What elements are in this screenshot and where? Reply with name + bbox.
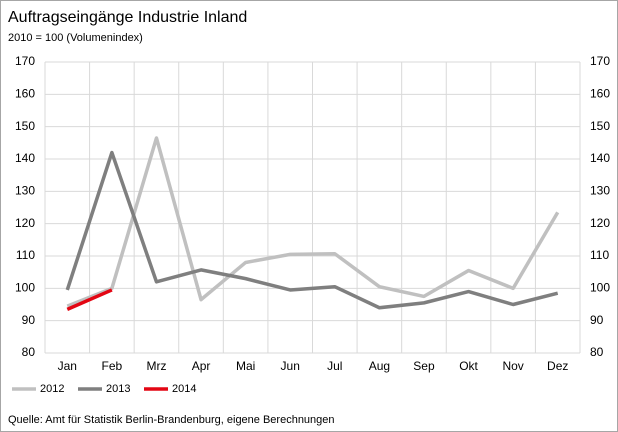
x-tick-label: Nov <box>502 359 523 373</box>
y2-tick-label: 150 <box>590 119 610 133</box>
x-tick-label: Jun <box>281 359 300 373</box>
x-tick-label: Mai <box>236 359 255 373</box>
series-line <box>65 150 559 310</box>
y-tick-label: 140 <box>15 151 35 165</box>
y2-tick-label: 80 <box>590 345 604 359</box>
y2-tick-label: 170 <box>590 54 610 68</box>
x-tick-label: Feb <box>102 359 123 373</box>
legend-label: 2014 <box>172 383 196 395</box>
y-tick-label: 160 <box>15 87 35 101</box>
y-tick-label: 130 <box>15 184 35 198</box>
y-tick-label: 80 <box>22 345 36 359</box>
y2-tick-label: 110 <box>590 248 609 262</box>
source-note: Quelle: Amt für Statistik Berlin-Branden… <box>8 414 335 426</box>
legend-label: 2013 <box>106 383 130 395</box>
y-tick-label: 150 <box>15 119 35 133</box>
y2-tick-label: 120 <box>590 216 610 230</box>
x-tick-label: Dez <box>547 359 568 373</box>
x-tick-label: Jul <box>327 359 342 373</box>
y-tick-label: 90 <box>22 313 36 327</box>
series-line <box>66 136 560 308</box>
y-tick-label: 120 <box>15 216 35 230</box>
chart-subtitle: 2010 = 100 (Volumenindex) <box>8 32 143 44</box>
y-tick-label: 100 <box>15 281 35 295</box>
y2-tick-label: 130 <box>590 184 610 198</box>
y-tick-label: 170 <box>15 54 35 68</box>
x-tick-label: Sep <box>413 359 435 373</box>
y2-tick-label: 90 <box>590 313 604 327</box>
legend-label: 2012 <box>40 383 64 395</box>
x-tick-label: Apr <box>192 359 211 373</box>
y2-tick-label: 160 <box>590 87 610 101</box>
chart-title: Auftragseingänge Industrie Inland <box>8 9 247 26</box>
y2-tick-label: 100 <box>590 281 610 295</box>
x-tick-label: Jan <box>58 359 77 373</box>
y-tick-label: 110 <box>16 248 35 262</box>
x-tick-label: Okt <box>459 359 478 373</box>
y2-tick-label: 140 <box>590 151 610 165</box>
x-tick-label: Aug <box>369 359 390 373</box>
x-tick-label: Mrz <box>146 359 166 373</box>
series-line <box>66 288 113 311</box>
